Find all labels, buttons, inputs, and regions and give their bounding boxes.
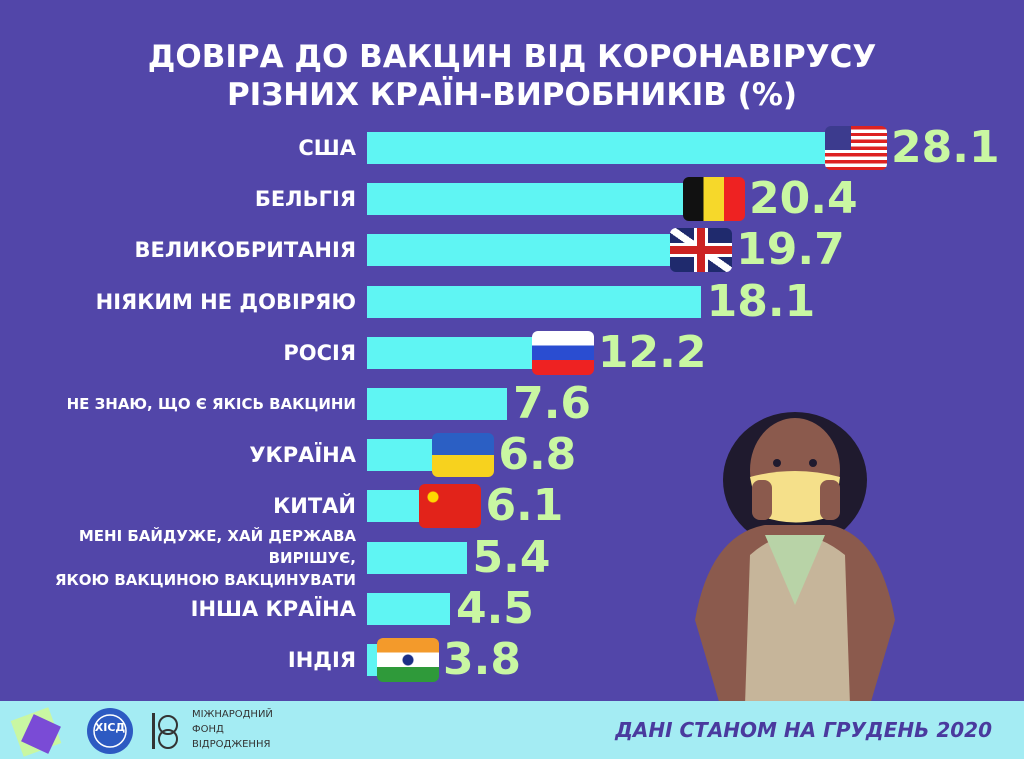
value-label: 18.1 <box>706 275 816 327</box>
bar <box>367 234 731 267</box>
bar <box>367 183 744 216</box>
bar <box>367 388 508 420</box>
chart-title: ДОВІРА ДО ВАКЦИН ВІД КОРОНАВІРУСУ РІЗНИХ… <box>147 39 877 113</box>
category-label: УКРАЇНА <box>249 443 356 468</box>
flag <box>531 330 594 375</box>
bar <box>367 132 885 164</box>
value-label: 5.4 <box>472 531 551 583</box>
category-label: США <box>298 136 356 160</box>
category-label: НІЯКИМ НЕ ДОВІРЯЮ <box>95 289 356 314</box>
foundation-name: МІЖНАРОДНИЙ ФОНД ВІДРОДЖЕННЯ <box>192 709 273 750</box>
category-label: ВЕЛИКОБРИТАНІЯ <box>134 238 357 263</box>
flag <box>670 228 733 273</box>
value-label: 12.2 <box>597 326 707 378</box>
value-label: 7.6 <box>513 378 592 429</box>
illustration <box>695 412 895 705</box>
value-label: 6.8 <box>498 429 577 481</box>
category-label: ІНДІЯ <box>287 648 356 672</box>
flag <box>683 177 746 222</box>
value-label: 19.7 <box>736 224 845 276</box>
value-label: 4.5 <box>455 582 534 634</box>
value-label: 6.1 <box>485 480 564 532</box>
flag <box>377 638 440 682</box>
category-label: НЕ ЗНАЮ, ЩО Є ЯКІСЬ ВАКЦИНИ <box>66 395 356 413</box>
date-note: ДАНІ СТАНОМ НА ГРУДЕНЬ 2020 <box>615 718 992 742</box>
category-label: РОСІЯ <box>283 340 356 365</box>
flag <box>432 433 495 478</box>
category-label: ІНША КРАЇНА <box>190 596 356 621</box>
category-label: МЕНІ БАЙДУЖЕ, ХАЙ ДЕРЖАВА ВИРІШУЄ, ЯКОЮ … <box>54 526 356 589</box>
logos <box>10 707 178 757</box>
bar <box>367 541 467 574</box>
bar <box>367 592 450 625</box>
value-label: 3.8 <box>443 634 521 685</box>
flag <box>825 126 887 170</box>
value-label: 28.1 <box>891 122 1000 173</box>
bar <box>367 285 701 318</box>
category-label: КИТАЙ <box>273 494 356 519</box>
value-label: 20.4 <box>749 173 858 225</box>
flag <box>419 484 482 529</box>
category-label: БЕЛЬГІЯ <box>254 187 356 212</box>
footer: ХІСД МІЖНАРОДНИЙ ФОНД ВІДРОДЖЕННЯ ДАНІ С… <box>0 701 1024 759</box>
logo-text: ХІСД <box>94 721 126 734</box>
